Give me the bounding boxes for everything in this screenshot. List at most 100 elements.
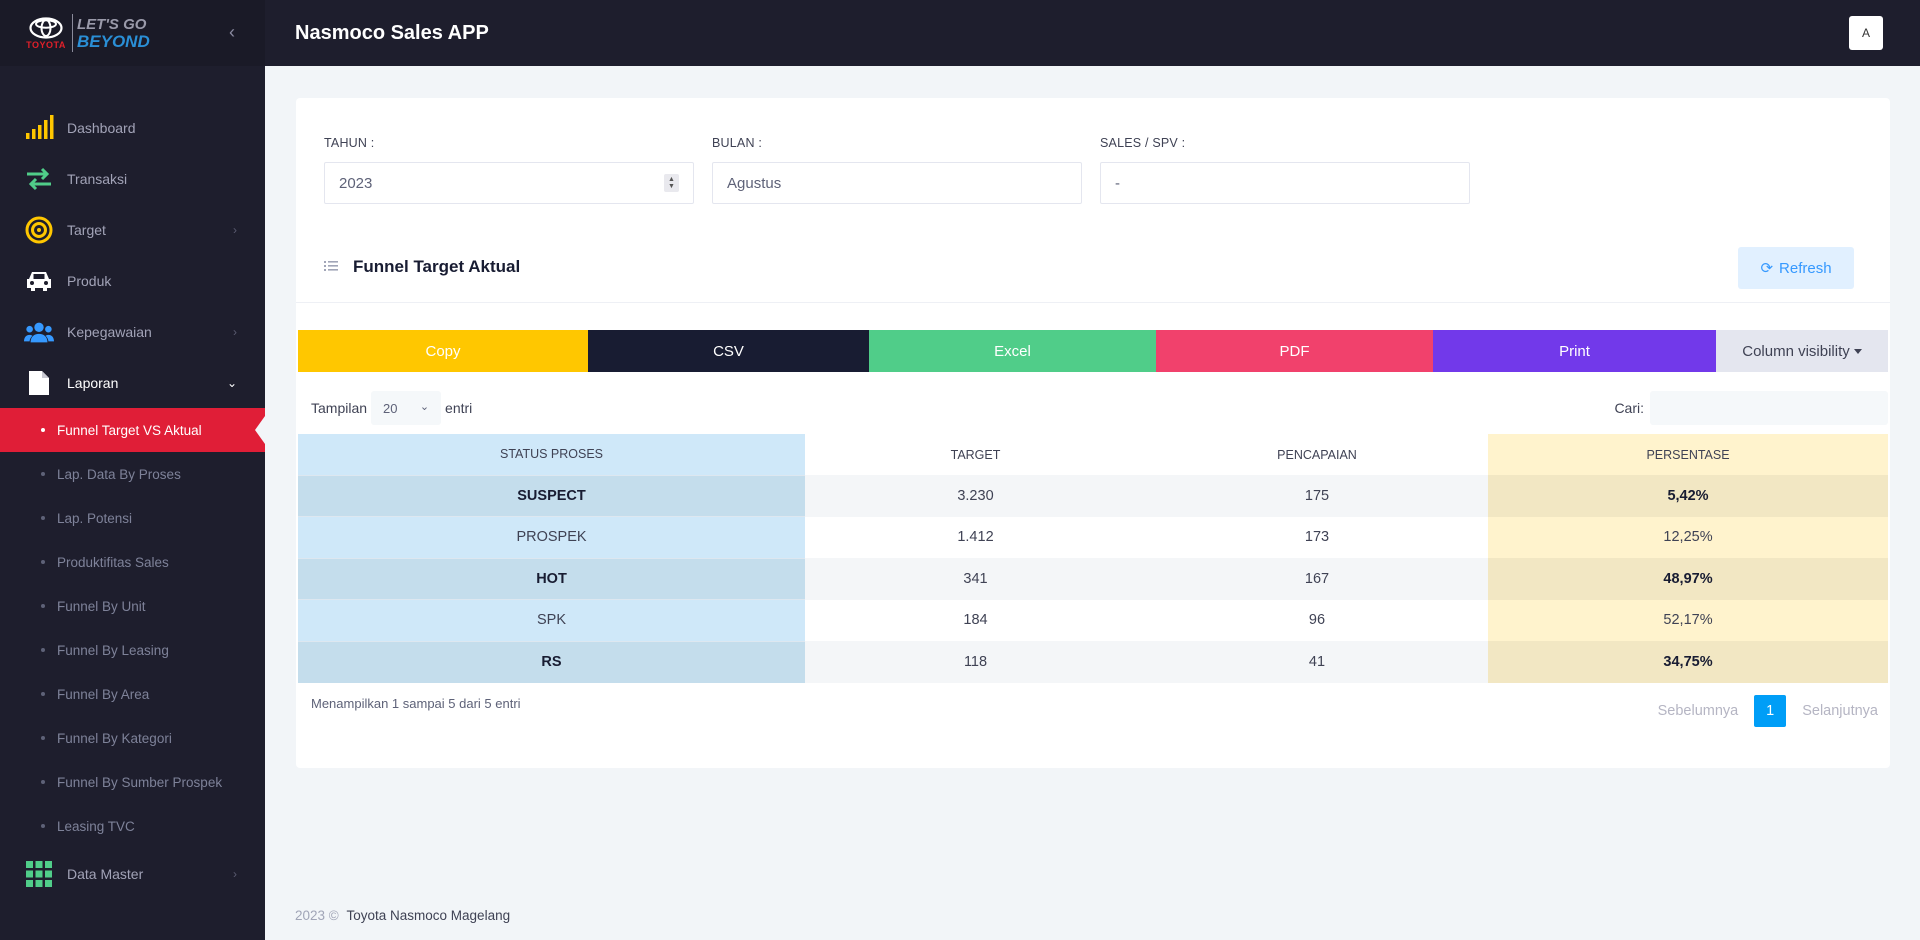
cell-status: RS [298,640,805,683]
sidebar-item-label: Produk [67,272,112,289]
submenu-item-funnel-by-leasing[interactable]: Funnel By Leasing [0,628,265,672]
submenu-item-funnel-by-kategori[interactable]: Funnel By Kategori [0,716,265,760]
brand-divider [72,14,73,52]
submenu-item-label: Leasing TVC [57,818,135,834]
column-header-persentase[interactable]: PERSENTASE [1488,434,1888,475]
top-header: Nasmoco Sales APP A [265,0,1920,66]
sidebar-item-label: Kepegawaian [67,323,152,340]
page-length-suffix: entri [445,400,473,416]
page-length-select[interactable]: 20 ⌄ [371,391,442,425]
page-length-control: Tampilan 20 ⌄ entri [311,391,472,425]
submenu-item-label: Funnel By Area [57,686,150,702]
table-row: SUSPECT 3.230 175 5,42% [298,474,1888,517]
report-card: TAHUN : 2023 ▲ ▼ BULAN : Agustus SALES / … [296,98,1890,768]
table-row: PROSPEK 1.412 173 12,25% [298,516,1888,558]
column-header-pencapaian[interactable]: PENCAPAIAN [1146,434,1488,475]
number-spinner-icon[interactable]: ▲ ▼ [664,174,679,192]
submenu-item-label: Funnel By Leasing [57,642,169,658]
arrows-exchange-icon [24,164,54,194]
chevron-left-icon[interactable]: ‹ [229,22,235,42]
avatar[interactable]: A [1849,16,1883,50]
sidebar-item-kepegawaian[interactable]: Kepegawaian › [0,306,265,357]
footer-year: 2023 © [295,908,339,923]
column-header-status-proses[interactable]: STATUS PROSES [298,434,805,475]
csv-button[interactable]: CSV [588,330,869,372]
chevron-right-icon: › [233,222,237,237]
chevron-down-icon: ⌄ [226,375,237,390]
cell-status: SPK [298,599,805,641]
filter-bulan: BULAN : Agustus [712,136,1082,204]
cell-pencapaian: 167 [1146,558,1488,600]
pdf-button[interactable]: PDF [1156,330,1433,372]
column-visibility-button[interactable]: Column visibility [1716,330,1888,372]
chevron-right-icon: › [233,324,237,339]
cell-persentase: 48,97% [1488,558,1888,600]
table-info: Menampilkan 1 sampai 5 dari 5 entri [311,696,521,711]
page-length-prefix: Tampilan [311,400,368,416]
cell-target: 341 [805,558,1146,600]
brand-logo[interactable]: TOYOTA LET'S GO BEYOND [26,13,150,53]
bullet-icon [41,516,45,520]
sidebar-item-dashboard[interactable]: Dashboard [0,102,265,153]
next-page-button[interactable]: Selanjutnya [1802,703,1878,719]
submenu-item-lap-potensi[interactable]: Lap. Potensi [0,496,265,540]
cell-pencapaian: 41 [1146,641,1488,683]
brand-tagline: LET'S GO BEYOND [77,16,150,50]
submenu-item-label: Funnel By Kategori [57,730,172,746]
caret-down-icon [1853,348,1862,354]
cell-target: 118 [805,641,1146,683]
cell-target: 184 [805,599,1146,641]
sidebar-item-transaksi[interactable]: Transaksi [0,153,265,204]
sidebar-item-label: Data Master [67,865,144,882]
target-icon [24,215,54,245]
bullet-icon [41,824,45,828]
column-visibility-label: Column visibility [1742,342,1850,360]
cell-persentase: 5,42% [1488,475,1888,517]
sidebar: TOYOTA LET'S GO BEYOND ‹ Dashboard Trans… [0,0,265,940]
submenu-item-funnel-by-area[interactable]: Funnel By Area [0,672,265,716]
filter-sales-spv: SALES / SPV : - [1100,136,1470,204]
laporan-submenu: Funnel Target VS Aktual Lap. Data By Pro… [0,408,265,848]
tahun-input[interactable]: 2023 ▲ ▼ [324,162,694,204]
page-button-1[interactable]: 1 [1754,695,1787,727]
app-title: Nasmoco Sales APP [295,21,489,44]
users-icon [24,317,54,347]
print-button[interactable]: Print [1433,330,1716,372]
submenu-item-label: Funnel Target VS Aktual [57,422,202,438]
sidebar-item-produk[interactable]: Produk [0,255,265,306]
cell-target: 3.230 [805,475,1146,517]
bullet-icon [41,780,45,784]
file-icon [24,368,54,398]
submenu-item-funnel-by-sumber-prospek[interactable]: Funnel By Sumber Prospek [0,760,265,804]
sidebar-item-target[interactable]: Target › [0,204,265,255]
sidebar-item-laporan[interactable]: Laporan ⌄ [0,357,265,408]
copy-button[interactable]: Copy [298,330,588,372]
filter-tahun: TAHUN : 2023 ▲ ▼ [324,136,694,204]
chevron-right-icon: › [233,866,237,881]
column-header-target[interactable]: TARGET [805,434,1146,475]
cell-pencapaian: 96 [1146,599,1488,641]
table-row: SPK 184 96 52,17% [298,599,1888,641]
cell-pencapaian: 173 [1146,516,1488,558]
sales-spv-select[interactable]: - [1100,162,1470,204]
tagline-line-1: LET'S GO [77,16,147,33]
submenu-item-funnel-target-vs-aktual[interactable]: Funnel Target VS Aktual [0,408,265,452]
toyota-wordmark: TOYOTA [26,39,66,50]
footer-company-link[interactable]: Toyota Nasmoco Magelang [346,908,511,923]
bullet-icon [41,736,45,740]
excel-button[interactable]: Excel [869,330,1156,372]
export-buttons: Copy CSV Excel PDF Print Column visibili… [298,330,1888,372]
table-row: HOT 341 167 48,97% [298,557,1888,600]
refresh-button[interactable]: ⟳ Refresh [1738,247,1854,289]
bullet-icon [41,648,45,652]
sidebar-item-data-master[interactable]: Data Master › [0,848,265,899]
submenu-item-leasing-tvc[interactable]: Leasing TVC [0,804,265,848]
bulan-select[interactable]: Agustus [712,162,1082,204]
previous-page-button[interactable]: Sebelumnya [1657,703,1739,719]
search-input[interactable] [1650,391,1888,425]
submenu-item-label: Produktifitas Sales [57,554,169,570]
submenu-item-produktifitas-sales[interactable]: Produktifitas Sales [0,540,265,584]
submenu-item-funnel-by-unit[interactable]: Funnel By Unit [0,584,265,628]
bullet-icon [41,560,45,564]
submenu-item-lap-data-by-proses[interactable]: Lap. Data By Proses [0,452,265,496]
